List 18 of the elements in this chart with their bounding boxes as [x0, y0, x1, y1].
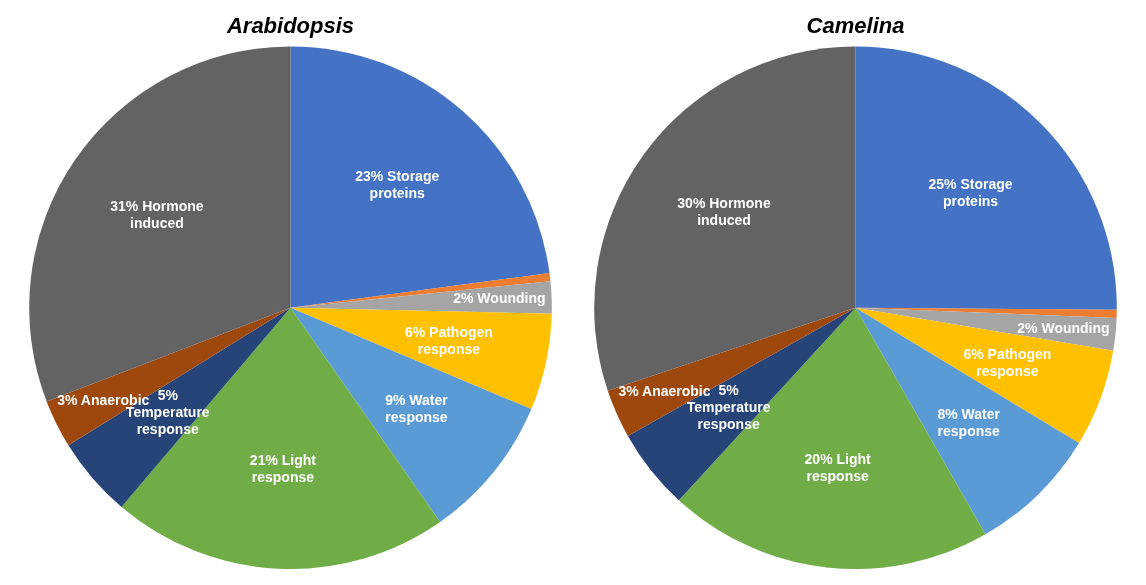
slice-label: 2% Wounding: [453, 290, 546, 307]
chart-title: Arabidopsis: [225, 13, 355, 39]
slice-label: 20% Light response: [804, 451, 872, 485]
slice-label: 9% Water response: [385, 391, 449, 425]
slice-label: 31% Hormone induced: [110, 198, 204, 232]
slice-label: 2% Wounding: [1017, 319, 1110, 336]
slice-label: Temperature response: [686, 399, 771, 433]
slice-label: 6% Pathogen response: [963, 346, 1052, 380]
slice-label: 21% Light response: [249, 451, 317, 485]
slice-label: 30% Hormone induced: [677, 195, 771, 229]
slice-label: 25% Storage proteins: [928, 175, 1013, 209]
slice-label: 3% Anaerobic: [618, 383, 711, 400]
chart-title: Camelina: [806, 13, 905, 39]
slice-label: 6% Pathogen response: [404, 323, 493, 357]
data-label: 5%: [718, 382, 740, 399]
data-label: 5%: [157, 387, 179, 404]
slice-label: 23% Storage proteins: [355, 168, 440, 202]
slice-label: 8% Water response: [937, 405, 1001, 439]
